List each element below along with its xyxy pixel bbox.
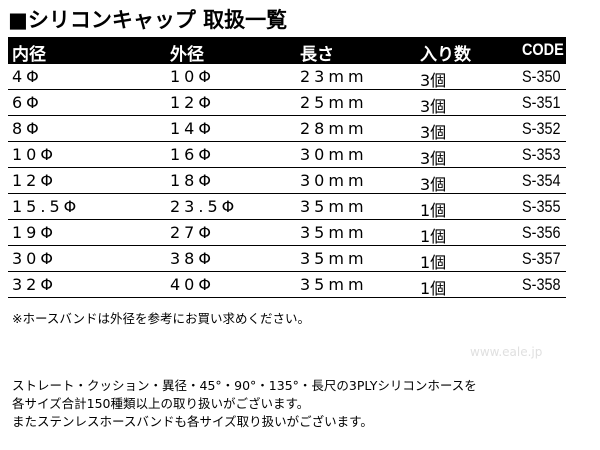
table-row: 15.5Φ 23.5Φ 35mm 1個 S-355 <box>8 194 566 220</box>
cell-length: 23mm <box>300 67 368 86</box>
table-row: 10Φ 16Φ 30mm 3個 S-353 <box>8 142 566 168</box>
cell-length: 30mm <box>300 171 368 190</box>
cell-quantity: 1個 <box>420 201 447 220</box>
cell-outer-diameter: 16Φ <box>170 145 215 164</box>
header-outer-diameter: 外径 <box>170 45 204 65</box>
cell-code: S-354 <box>522 171 561 190</box>
cell-code: S-355 <box>522 197 561 216</box>
cell-quantity: 1個 <box>420 279 447 298</box>
cell-quantity: 1個 <box>420 253 447 272</box>
cell-code: S-356 <box>522 223 561 242</box>
cell-inner-diameter: 32Φ <box>12 275 57 294</box>
table-row: 4Φ 10Φ 23mm 3個 S-350 <box>8 64 566 90</box>
table-row: 6Φ 12Φ 25mm 3個 S-351 <box>8 90 566 116</box>
table-row: 12Φ 18Φ 30mm 3個 S-354 <box>8 168 566 194</box>
table-row: 30Φ 38Φ 35mm 1個 S-357 <box>8 246 566 272</box>
cell-outer-diameter: 10Φ <box>170 67 215 86</box>
cell-length: 35mm <box>300 249 368 268</box>
note-text: ※ホースバンドは外径を参考にお買い求めください。 <box>12 311 310 326</box>
cell-inner-diameter: 12Φ <box>12 171 57 190</box>
product-table: 内径 外径 長さ 入り数 CODE 4Φ 10Φ 23mm 3個 S-350 6Φ 12Φ 2… <box>8 37 566 298</box>
cell-outer-diameter: 40Φ <box>170 275 215 294</box>
description-line: またステンレスホースバンドも各サイズ取り扱いがございます。 <box>12 414 373 429</box>
cell-code: S-358 <box>522 275 561 294</box>
cell-inner-diameter: 4Φ <box>12 67 43 86</box>
table-row: 8Φ 14Φ 28mm 3個 S-352 <box>8 116 566 142</box>
cell-code: S-353 <box>522 145 561 164</box>
cell-outer-diameter: 38Φ <box>170 249 215 268</box>
table-body: 4Φ 10Φ 23mm 3個 S-350 6Φ 12Φ 25mm 3個 S-351 8Φ 14Φ 28m… <box>8 64 566 298</box>
cell-outer-diameter: 14Φ <box>170 119 215 138</box>
cell-inner-diameter: 19Φ <box>12 223 57 242</box>
cell-length: 30mm <box>300 145 368 164</box>
cell-inner-diameter: 6Φ <box>12 93 43 112</box>
cell-outer-diameter: 18Φ <box>170 171 215 190</box>
cell-outer-diameter: 27Φ <box>170 223 215 242</box>
cell-code: S-357 <box>522 249 561 268</box>
header-quantity: 入り数 <box>420 45 471 65</box>
description: ストレート・クッション・異径・45°・90°・135°・長尺の3PLYシリコンホ… <box>12 377 477 431</box>
cell-quantity: 3個 <box>420 149 447 168</box>
cell-quantity: 3個 <box>420 175 447 194</box>
cell-quantity: 3個 <box>420 71 447 90</box>
cell-length: 28mm <box>300 119 368 138</box>
cell-inner-diameter: 10Φ <box>12 145 57 164</box>
description-line: ストレート・クッション・異径・45°・90°・135°・長尺の3PLYシリコンホ… <box>12 378 477 393</box>
cell-outer-diameter: 23.5Φ <box>170 197 239 216</box>
cell-code: S-352 <box>522 119 561 138</box>
table-header: 内径 外径 長さ 入り数 CODE <box>8 37 566 65</box>
cell-inner-diameter: 30Φ <box>12 249 57 268</box>
cell-code: S-350 <box>522 67 561 86</box>
table-row: 32Φ 40Φ 35mm 1個 S-358 <box>8 272 566 298</box>
cell-quantity: 1個 <box>420 227 447 246</box>
cell-length: 35mm <box>300 223 368 242</box>
cell-outer-diameter: 12Φ <box>170 93 215 112</box>
cell-quantity: 3個 <box>420 123 447 142</box>
header-inner-diameter: 内径 <box>12 45 46 65</box>
cell-length: 35mm <box>300 197 368 216</box>
cell-inner-diameter: 8Φ <box>12 119 43 138</box>
watermark: www.eale.jp <box>470 345 543 359</box>
description-line: 各サイズ合計150種類以上の取り扱いがございます。 <box>12 396 310 411</box>
header-length: 長さ <box>300 45 334 65</box>
cell-length: 35mm <box>300 275 368 294</box>
cell-code: S-351 <box>522 93 561 112</box>
cell-length: 25mm <box>300 93 368 112</box>
page-title: ■シリコンキャップ 取扱一覧 <box>8 8 288 32</box>
cell-inner-diameter: 15.5Φ <box>12 197 81 216</box>
cell-quantity: 3個 <box>420 97 447 116</box>
header-code: CODE <box>522 40 564 59</box>
table-row: 19Φ 27Φ 35mm 1個 S-356 <box>8 220 566 246</box>
